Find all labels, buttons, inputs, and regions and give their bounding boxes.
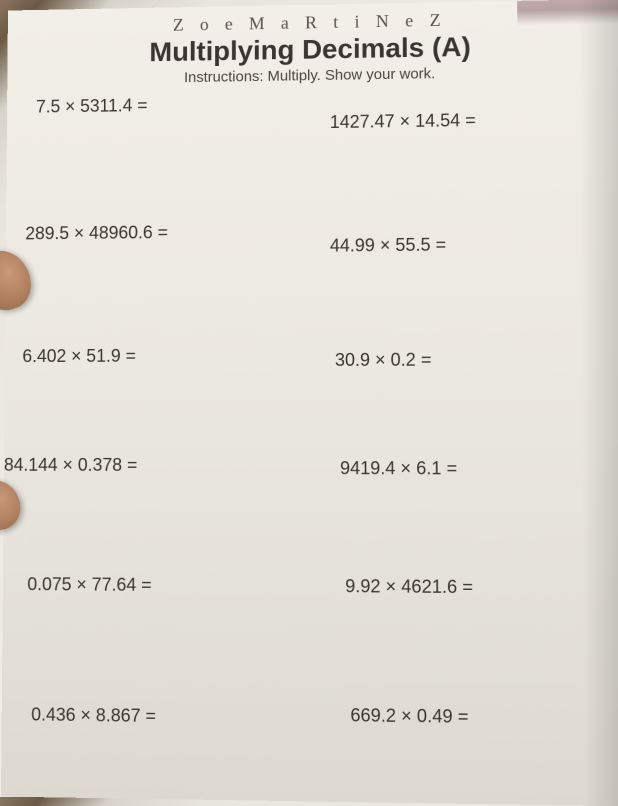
problem-3: 289.5 × 48960.6 = <box>25 222 168 244</box>
problem-10: 9.92 × 4621.6 = <box>345 576 473 598</box>
problem-4: 44.99 × 55.5 = <box>330 235 446 257</box>
problem-5: 6.402 × 51.9 = <box>22 346 136 367</box>
paper-edge-shadow <box>578 0 618 806</box>
problem-8: 9419.4 × 6.1 = <box>340 458 457 479</box>
problem-1: 7.5 × 5311.4 = <box>36 95 148 117</box>
problem-9: 0.075 × 77.64 = <box>27 574 151 596</box>
problem-7: 84.144 × 0.378 = <box>4 455 138 476</box>
problem-6: 30.9 × 0.2 = <box>335 350 432 371</box>
problem-12: 669.2 × 0.49 = <box>350 705 468 728</box>
problem-11: 0.436 × 8.867 = <box>31 704 156 727</box>
worksheet-paper: Z o e M a R t i N e Z Multiplying Decima… <box>1 0 618 806</box>
problem-2: 1427.47 × 14.54 = <box>330 110 476 133</box>
